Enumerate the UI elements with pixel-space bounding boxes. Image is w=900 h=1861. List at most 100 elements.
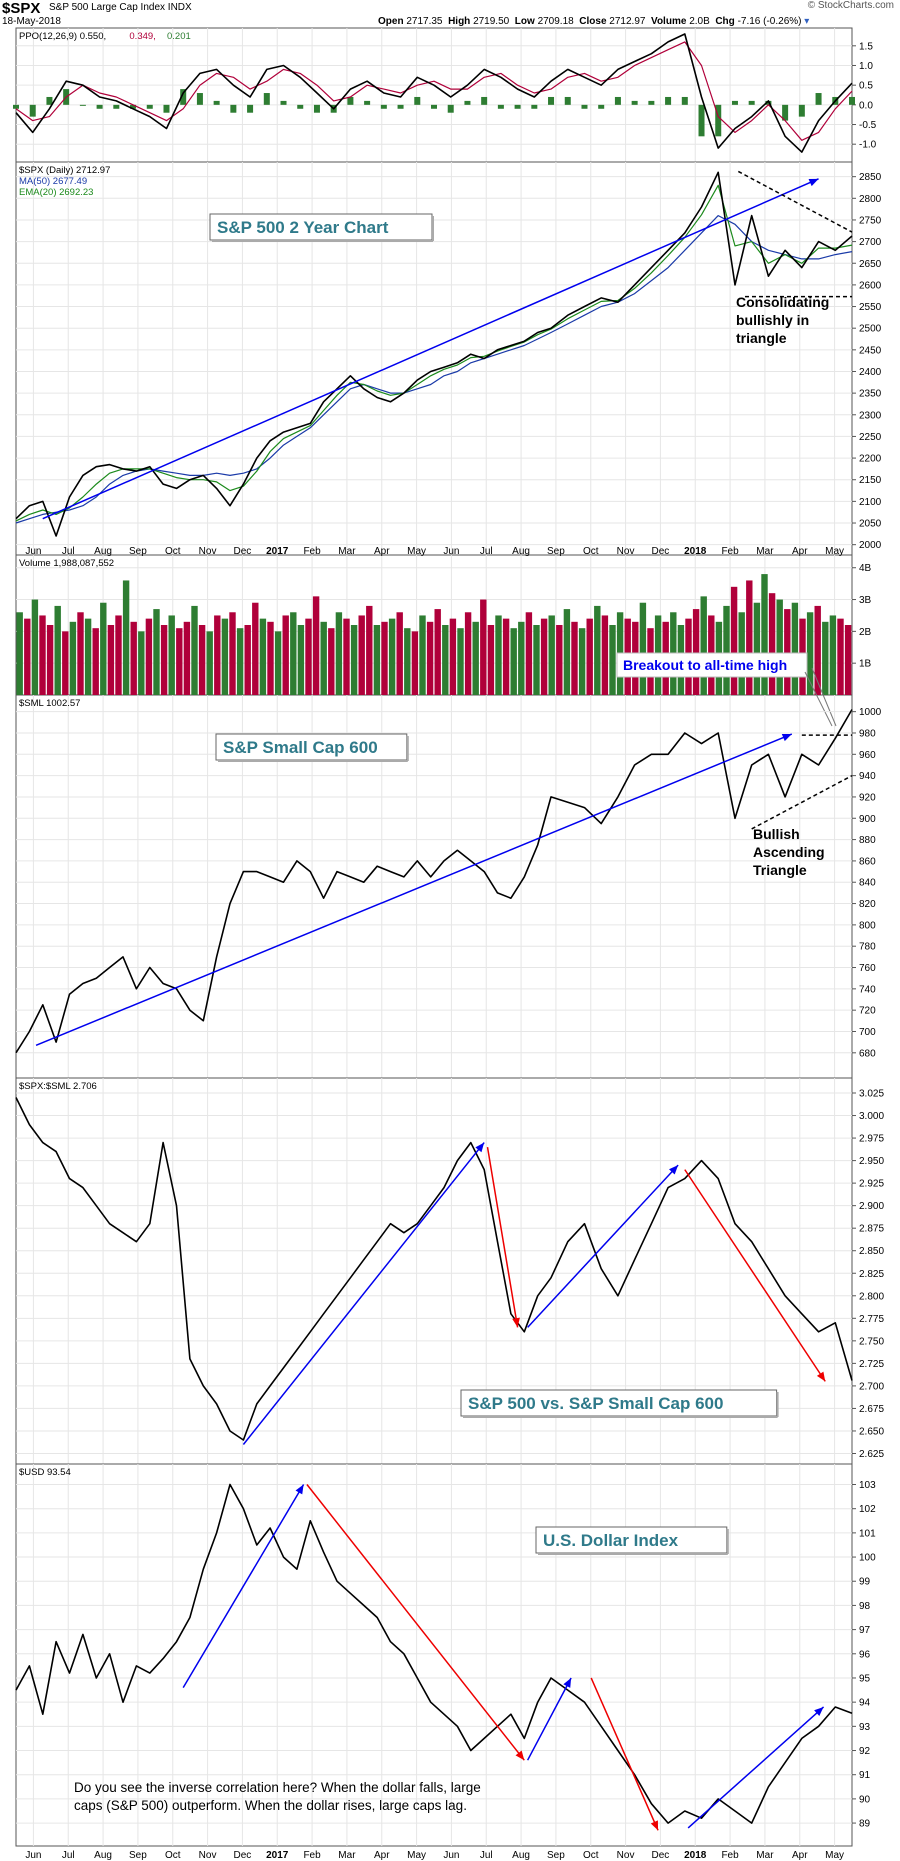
y-tick-label: 960 bbox=[859, 750, 876, 761]
y-tick-label: 2850 bbox=[859, 172, 882, 183]
annotation-bullish: Bullish bbox=[753, 826, 800, 842]
volume-bar bbox=[244, 625, 251, 695]
y-tick-label: 2000 bbox=[859, 540, 882, 551]
volume-bar bbox=[328, 628, 335, 695]
y-tick-label: 2500 bbox=[859, 324, 882, 335]
y-tick-label: 700 bbox=[859, 1027, 876, 1038]
volume-bar bbox=[768, 593, 776, 695]
y-tick-label: 2450 bbox=[859, 345, 882, 356]
ppo-histogram-bar bbox=[698, 104, 705, 137]
x-axis-label: Jul bbox=[480, 1850, 493, 1861]
x-axis-label: Mar bbox=[756, 546, 774, 557]
y-tick-label: 1000 bbox=[859, 707, 882, 718]
volume-bar bbox=[776, 599, 783, 695]
volume-bar bbox=[639, 602, 647, 695]
close-value: 2712.97 bbox=[609, 16, 646, 27]
volume-bar bbox=[730, 586, 738, 695]
x-axis-label: Oct bbox=[165, 546, 181, 557]
volume-bar bbox=[464, 612, 472, 695]
ppo-histogram-bar bbox=[631, 100, 638, 105]
volume-bar bbox=[404, 628, 411, 695]
y-tick-label: 2.800 bbox=[859, 1291, 884, 1302]
volume-bar bbox=[46, 625, 54, 695]
support-line bbox=[751, 774, 853, 830]
ppo-histogram-bar bbox=[598, 104, 605, 109]
ppo-histogram-bar bbox=[748, 100, 755, 105]
y-tick-label: 820 bbox=[859, 899, 876, 910]
volume-bar bbox=[100, 602, 107, 695]
ppo-histogram-bar bbox=[614, 96, 621, 105]
ppo-histogram-bar bbox=[581, 104, 588, 109]
y-tick-label: 2100 bbox=[859, 497, 882, 508]
chevron-down-icon[interactable]: ▾ bbox=[804, 16, 810, 27]
ma50-line bbox=[15, 215, 853, 524]
usd-up-arrow-3 bbox=[687, 1706, 825, 1829]
usd-down-arrow-1 bbox=[306, 1484, 525, 1761]
x-axis-label: Oct bbox=[583, 546, 599, 557]
ppo-histogram-bar bbox=[731, 100, 738, 105]
volume-bar bbox=[183, 621, 191, 695]
ppo-histogram-bar bbox=[230, 104, 237, 113]
y-tick-label: 940 bbox=[859, 771, 876, 782]
x-axis-label: Dec bbox=[234, 546, 252, 557]
triangle-upper-line bbox=[737, 170, 853, 233]
y-tick-label: 2.875 bbox=[859, 1224, 884, 1235]
volume-bar bbox=[84, 618, 92, 695]
usd-title-label: U.S. Dollar Index bbox=[543, 1531, 679, 1550]
volume-bar bbox=[814, 605, 821, 695]
ppo-histogram-bar bbox=[564, 96, 571, 105]
y-tick-label: 91 bbox=[859, 1770, 871, 1781]
legend-label: MA(50) 2677.49 bbox=[19, 176, 87, 187]
volume-bar bbox=[206, 631, 213, 695]
sml-title-label-box bbox=[215, 733, 408, 761]
y-tick-label: 100 bbox=[859, 1553, 876, 1564]
y-tick-label: 89 bbox=[859, 1819, 871, 1830]
x-axis-label: Apr bbox=[374, 1850, 390, 1861]
y-tick-label: 2.975 bbox=[859, 1134, 884, 1145]
y-tick-label: 2700 bbox=[859, 237, 882, 248]
volume-bar bbox=[350, 625, 358, 695]
y-tick-label: 2300 bbox=[859, 410, 882, 421]
ppo-histogram-bar bbox=[464, 100, 471, 105]
x-axis-label: 2017 bbox=[266, 1850, 289, 1861]
volume-bar bbox=[806, 612, 814, 695]
volume-bar bbox=[381, 621, 388, 695]
y-tick-label: 3B bbox=[859, 595, 872, 606]
annotation-triangle2: Triangle bbox=[753, 862, 807, 878]
sml-title-label: S&P Small Cap 600 bbox=[223, 738, 378, 757]
ratio-up-arrow-2 bbox=[527, 1164, 679, 1328]
ratio-down-arrow-2 bbox=[684, 1169, 826, 1382]
low-value: 2709.18 bbox=[537, 16, 574, 27]
y-tick-label: 2550 bbox=[859, 302, 882, 313]
annotation-consolidating: Consolidating bbox=[736, 294, 829, 310]
ppo-signal-line bbox=[15, 41, 853, 141]
ppo-histogram-bar bbox=[648, 100, 655, 105]
usd-down-arrow-2 bbox=[590, 1677, 659, 1831]
ppo-histogram-bar bbox=[247, 104, 254, 113]
volume-bar bbox=[419, 615, 426, 695]
volume-bar bbox=[198, 625, 206, 695]
y-tick-label: 740 bbox=[859, 984, 876, 995]
y-tick-label: 3.000 bbox=[859, 1111, 884, 1122]
y-tick-label: 680 bbox=[859, 1048, 876, 1059]
volume-bar bbox=[472, 621, 479, 695]
ppo-legend-label: 0.201 bbox=[167, 31, 191, 42]
ppo-histogram-bar bbox=[196, 93, 203, 105]
ppo-histogram-bar bbox=[263, 93, 270, 105]
y-tick-label: 94 bbox=[859, 1698, 871, 1709]
volume-bar bbox=[396, 612, 403, 695]
y-tick-label: 2800 bbox=[859, 194, 882, 205]
ppo-histogram-bar bbox=[313, 104, 320, 113]
usd-title-label-box bbox=[535, 1526, 728, 1554]
ppo-histogram-bar bbox=[715, 104, 722, 137]
y-tick-label: 1B bbox=[859, 659, 872, 670]
ratio-title: $SPX:$SML 2.706 bbox=[19, 1081, 97, 1092]
usd-up-arrow-3-head bbox=[814, 1706, 824, 1717]
open-value: 2717.35 bbox=[406, 16, 443, 27]
ppo-histogram-bar bbox=[665, 96, 672, 105]
callout-pointer bbox=[804, 671, 833, 727]
volume-bar bbox=[130, 621, 137, 695]
volume-bar bbox=[518, 621, 525, 695]
volume-bar bbox=[761, 574, 768, 695]
y-tick-label: 95 bbox=[859, 1673, 871, 1684]
